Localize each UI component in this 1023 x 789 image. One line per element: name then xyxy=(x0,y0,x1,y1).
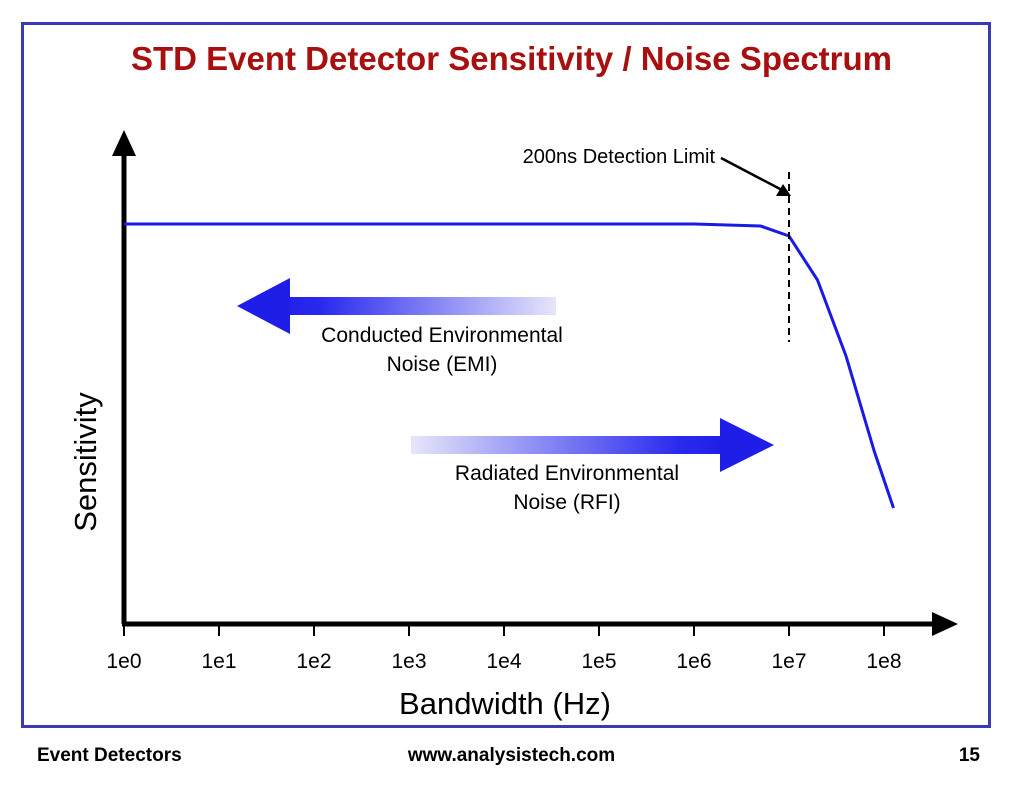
y-axis-label: Sensitivity xyxy=(68,392,103,532)
slide-frame xyxy=(21,22,991,728)
footer-url: www.analysistech.com xyxy=(407,745,616,766)
rfi-label-line1: Radiated Environmental xyxy=(455,462,679,485)
x-ticks xyxy=(123,624,885,636)
detection-limit-pointer-head xyxy=(776,184,791,196)
detection-limit-pointer xyxy=(720,156,783,192)
rfi-label-line2: Noise (RFI) xyxy=(513,491,620,514)
x-tick-label: 1e1 xyxy=(201,650,236,673)
sensitivity-curve xyxy=(124,222,895,509)
detection-limit-label: 200ns Detection Limit xyxy=(523,146,716,168)
rfi-arrow xyxy=(411,418,774,472)
emi-arrow xyxy=(237,278,556,334)
x-tick-label: 1e3 xyxy=(391,650,426,673)
x-tick-label: 1e5 xyxy=(581,650,616,673)
x-tick-labels: 1e0 1e1 1e2 1e3 1e4 1e5 1e6 1e7 1e8 xyxy=(106,650,901,673)
x-tick-label: 1e2 xyxy=(296,650,331,673)
slide-title: STD Event Detector Sensitivity / Noise S… xyxy=(130,40,893,77)
y-axis-arrowhead xyxy=(112,130,136,156)
x-axis-arrowhead xyxy=(932,612,958,636)
x-tick-label: 1e4 xyxy=(486,650,521,673)
footer-left: Event Detectors xyxy=(37,745,182,766)
emi-label-line1: Conducted Environmental xyxy=(321,324,563,347)
x-tick-label: 1e7 xyxy=(771,650,806,673)
x-tick-label: 1e6 xyxy=(676,650,711,673)
emi-label-line2: Noise (EMI) xyxy=(387,353,498,376)
x-tick-label: 1e8 xyxy=(866,650,901,673)
x-axis-label: Bandwidth (Hz) xyxy=(399,686,611,721)
x-tick-label: 1e0 xyxy=(106,650,141,673)
page-number: 15 xyxy=(958,745,980,766)
